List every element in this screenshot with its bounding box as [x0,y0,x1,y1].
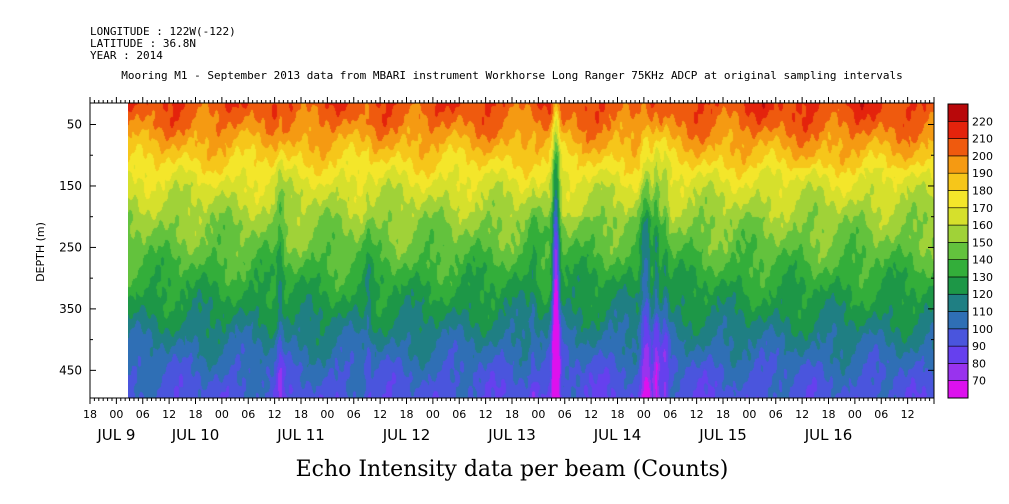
x-hour-label: 18 [505,408,519,421]
bottom-title: Echo Intensity data per beam (Counts) [296,457,729,482]
latitude-label: LATITUDE : 36.8N [90,37,196,50]
x-date-label: JUL 11 [276,426,325,444]
colorbar-label: 120 [972,288,993,301]
colorbar-label: 100 [972,323,993,336]
y-tick-label: 250 [59,240,82,254]
colorbar-label: 210 [972,133,993,146]
x-date-label: JUL 16 [804,426,853,444]
colorbar-label: 110 [972,306,993,319]
chart-title: Mooring M1 - September 2013 data from MB… [121,69,902,82]
colorbar-swatch [947,311,969,330]
colorbar: 70 80 90 100 110 120 130 140 150 160 170 180 190 200 2… [947,103,993,399]
x-hour-label: 06 [558,408,572,421]
y-tick-label: 150 [59,179,82,193]
colorbar-swatch [947,345,969,364]
year-label: YEAR : 2014 [90,49,163,62]
x-hour-label: 12 [373,408,387,421]
x-hour-label: 18 [822,408,836,421]
colorbar-label: 80 [972,357,986,370]
colorbar-swatch [947,155,969,174]
colorbar-swatch [947,242,969,260]
y-tick-label: 450 [59,363,82,377]
colorbar-label: 190 [972,167,993,180]
x-hour-label: 12 [162,408,176,421]
x-hour-label: 18 [611,408,625,421]
colorbar-swatch [947,293,969,312]
x-hour-label: 18 [189,408,203,421]
longitude-label: LONGITUDE : 122W(-122) [90,25,236,38]
x-hour-label: 06 [874,408,888,421]
colorbar-swatch [947,207,969,226]
x-hour-label: 00 [531,408,545,421]
x-hour-label: 12 [479,408,493,421]
x-hour-label: 18 [400,408,414,421]
colorbar-swatch [947,190,969,209]
colorbar-label: 170 [972,202,993,215]
x-hour-label: 12 [268,408,282,421]
colorbar-swatch [947,380,969,399]
x-date-label: JUL 15 [698,426,747,444]
x-hour-label: 00 [320,408,334,421]
x-hour-label: 06 [136,408,150,421]
y-tick-label: 50 [67,118,82,132]
x-hour-label: 18 [716,408,730,421]
x-hour-label: 06 [241,408,255,421]
x-hour-label: 06 [663,408,677,421]
colorbar-swatch [947,259,969,278]
x-hour-label: 06 [452,408,466,421]
x-hour-label: 12 [584,408,598,421]
x-hour-label: 12 [690,408,704,421]
x-date-label: JUL 13 [487,426,536,444]
x-hour-label: 12 [795,408,809,421]
y-tick-label: 350 [59,302,82,316]
colorbar-swatch [947,276,969,295]
plot-area [89,102,935,399]
x-hour-label: 00 [109,408,123,421]
colorbar-label: 140 [972,254,993,267]
x-hour-label: 00 [215,408,229,421]
colorbar-label: 150 [972,236,993,249]
x-hour-label: 06 [347,408,361,421]
colorbar-label: 180 [972,184,993,197]
colorbar-label: 200 [972,150,993,163]
x-hour-label: 00 [426,408,440,421]
colorbar-swatch [947,363,969,382]
y-axis: 50 150 250 350 450 [59,118,934,377]
x-hour-label: 00 [637,408,651,421]
colorbar-label: 70 [972,375,986,388]
colorbar-label: 130 [972,271,993,284]
x-hour-label: 12 [901,408,915,421]
x-hour-label: 00 [742,408,756,421]
colorbar-label: 90 [972,340,986,353]
x-hour-label: 18 [294,408,308,421]
x-hour-label: 06 [769,408,783,421]
colorbar-swatch [947,120,969,139]
colorbar-swatch [947,172,969,191]
y-axis-label: DEPTH (m) [34,222,47,282]
colorbar-swatch [947,328,969,347]
x-date-label: JUL 10 [171,426,220,444]
colorbar-swatch [947,138,969,157]
colorbar-label: 220 [972,115,993,128]
colorbar-swatch [947,103,969,122]
x-date-label: JUL 14 [593,426,642,444]
echo-intensity-heatmap [128,103,934,398]
x-hour-label: 18 [83,408,97,421]
x-axis: 18 00 06 12 18 00 06 12 18 00 06 12 18 00 06 12 18 00 06 12… [83,97,935,444]
x-date-label: JUL 9 [96,426,135,444]
colorbar-swatch [947,224,969,243]
colorbar-label: 160 [972,219,993,232]
x-hour-label: 00 [848,408,862,421]
x-date-label: JUL 12 [382,426,431,444]
colorbar-frame [947,103,969,399]
